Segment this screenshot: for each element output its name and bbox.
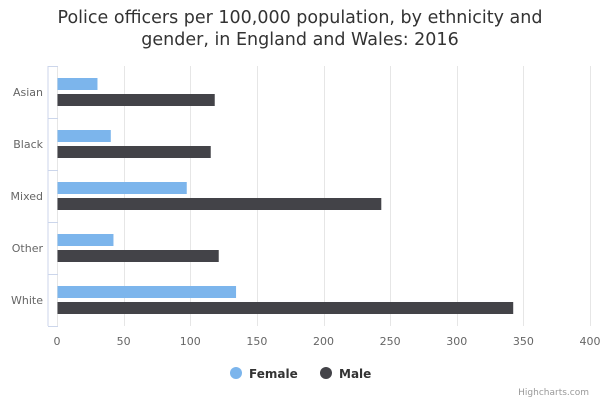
x-tick-label-150: 150 — [246, 335, 267, 348]
x-tick-label-100: 100 — [180, 335, 201, 348]
category-label-other: Other — [12, 242, 44, 255]
category-label-asian: Asian — [13, 86, 43, 99]
legend: Female Male — [230, 367, 371, 381]
bar-female-black — [57, 130, 111, 142]
x-tick-label-300: 300 — [446, 335, 467, 348]
legend-symbol-female — [230, 367, 242, 379]
bar-female-asian — [57, 78, 98, 90]
x-tick-label-400: 400 — [580, 335, 600, 348]
legend-item-female[interactable]: Female — [230, 367, 298, 381]
grid-lines — [57, 66, 591, 326]
x-tick-label-250: 250 — [380, 335, 401, 348]
legend-item-male[interactable]: Male — [320, 367, 371, 381]
legend-symbol-male — [320, 367, 332, 379]
legend-label-male: Male — [339, 367, 371, 381]
chart-title-line-1: Police officers per 100,000 population, … — [57, 8, 543, 28]
category-label-mixed: Mixed — [11, 190, 43, 203]
bar-male-white — [57, 302, 514, 314]
x-tick-label-350: 350 — [513, 335, 534, 348]
bar-male-black — [57, 146, 211, 158]
x-tick-label-0: 0 — [54, 335, 61, 348]
chart-title-line-2: gender, in England and Wales: 2016 — [141, 30, 459, 50]
chart-title: Police officers per 100,000 population, … — [0, 7, 600, 51]
x-tick-label-50: 50 — [117, 335, 131, 348]
bar-male-asian — [57, 94, 215, 106]
x-tick-label-200: 200 — [313, 335, 334, 348]
bar-male-mixed — [57, 198, 382, 210]
bar-female-other — [57, 234, 114, 246]
bar-female-mixed — [57, 182, 187, 194]
category-axis — [47, 66, 58, 327]
credits-link[interactable]: Highcharts.com — [518, 388, 589, 398]
category-label-white: White — [11, 294, 43, 307]
bar-female-white — [57, 286, 237, 298]
axis-labels: 0 50 100 150 200 250 300 350 400 Asian Black Mixed O… — [11, 86, 600, 348]
bars — [57, 78, 514, 314]
legend-label-female: Female — [249, 367, 298, 381]
category-label-black: Black — [13, 138, 43, 151]
bar-male-other — [57, 250, 219, 262]
